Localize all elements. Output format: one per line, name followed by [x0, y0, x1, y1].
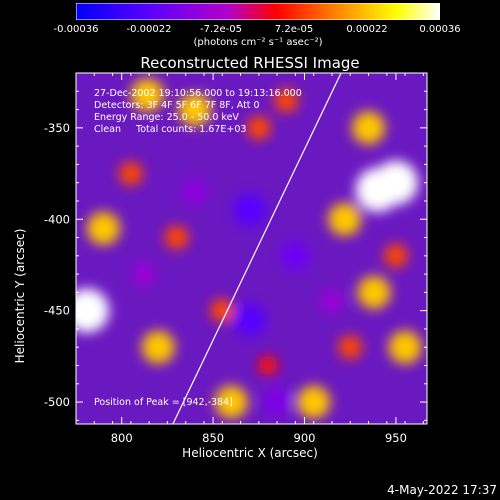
heatmap-bright-region — [130, 78, 164, 112]
heatmap-bright-region — [258, 355, 278, 376]
heatmap-bright-region — [118, 161, 143, 186]
colorbar-tick-label: -0.00036 — [53, 24, 99, 35]
solar-limb-line — [172, 73, 342, 424]
chart-title: Reconstructed RHESSI Image — [140, 54, 360, 72]
colorbar-tick-label: 7.2e-05 — [274, 24, 314, 35]
heatmap-bright-region — [357, 275, 391, 309]
heatmap-dark-region — [280, 240, 311, 271]
heatmap-bright-region — [297, 385, 331, 419]
annotation-detectors: Detectors: 3F 4F 5F 6F 7F 8F, Att 0 — [94, 100, 260, 111]
heatmap-bright-region — [338, 335, 363, 360]
heatmap-dark-region — [320, 289, 344, 314]
x-tick-label: 900 — [294, 431, 316, 445]
heatmap-bright-region — [141, 330, 175, 364]
y-tick-label: -350 — [44, 121, 70, 135]
x-axis-label: Heliocentric X (arcsec) — [182, 446, 318, 460]
colorbar-tick-label: 0.00036 — [419, 24, 461, 35]
heatmap-dark-region — [131, 262, 156, 286]
heatmap-bright-region — [76, 288, 109, 333]
y-tick-label: -450 — [44, 304, 70, 318]
heatmap-bright-region — [164, 225, 189, 250]
colorbar — [76, 3, 440, 20]
heatmap-dark-region — [182, 179, 208, 205]
heatmap-dark-region — [233, 193, 267, 227]
heatmap-dark-region — [233, 303, 267, 337]
timestamp-footer: 4-May-2022 17:37 — [387, 483, 497, 497]
heatmap-dark-region — [263, 388, 291, 416]
heatmap-bright-region — [384, 243, 408, 268]
plot-frame — [75, 72, 428, 425]
colorbar-gradient — [76, 3, 440, 20]
heatmap-bright-region — [210, 298, 235, 323]
annotation-clean-counts: Clean Total counts: 1.67E+03 — [94, 124, 247, 135]
y-axis-label: Heliocentric Y (arcsec) — [13, 228, 27, 364]
y-tick-label: -500 — [44, 395, 70, 409]
heatmap-bright-region — [274, 88, 299, 113]
colorbar-tick-label: -0.00022 — [126, 24, 172, 35]
heatmap-bright-region — [214, 385, 248, 419]
colorbar-tick-label: 0.00022 — [346, 24, 388, 35]
heatmap-bright-region — [388, 330, 422, 364]
heatmap-bright-region — [86, 211, 120, 245]
x-tick-label: 950 — [385, 431, 407, 445]
colorbar-tick-label: -7.2e-05 — [200, 24, 242, 35]
annotation-energy-range: Energy Range: 25.0 - 50.0 keV — [94, 112, 239, 123]
annotation-time-range: 27-Dec-2002 19:10:56.000 to 19:13:16.000 — [94, 88, 302, 99]
heatmap-bright-region — [246, 115, 271, 140]
heatmap-bright-region — [328, 202, 362, 236]
y-tick-label: -400 — [44, 212, 70, 226]
x-tick-label: 850 — [202, 431, 224, 445]
heatmap-bright-region — [351, 111, 386, 145]
heatmap-bright-region — [178, 93, 212, 127]
annotation-peak-position: Position of Peak = [942,-384] — [94, 397, 233, 408]
x-tick-label: 800 — [111, 431, 133, 445]
heatmap-bright-region — [355, 168, 400, 212]
colorbar-unit-label: (photons cm⁻² s⁻¹ asec⁻²) — [193, 37, 323, 48]
